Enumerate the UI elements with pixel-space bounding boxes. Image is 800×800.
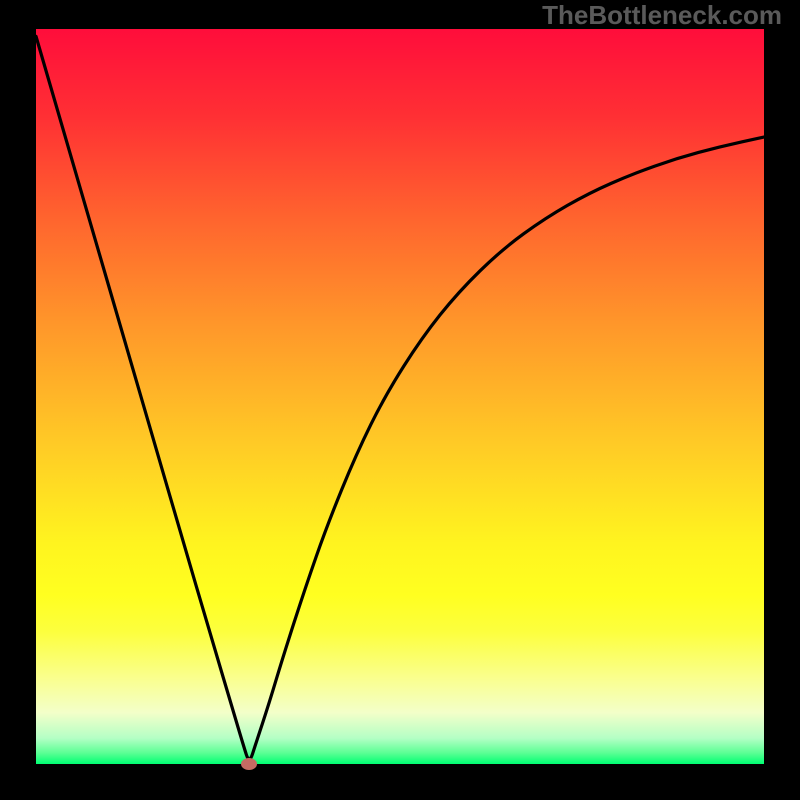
watermark-text: TheBottleneck.com [0,0,800,31]
curve-layer [36,29,764,764]
minimum-marker [241,758,257,770]
plot-area [36,29,764,764]
